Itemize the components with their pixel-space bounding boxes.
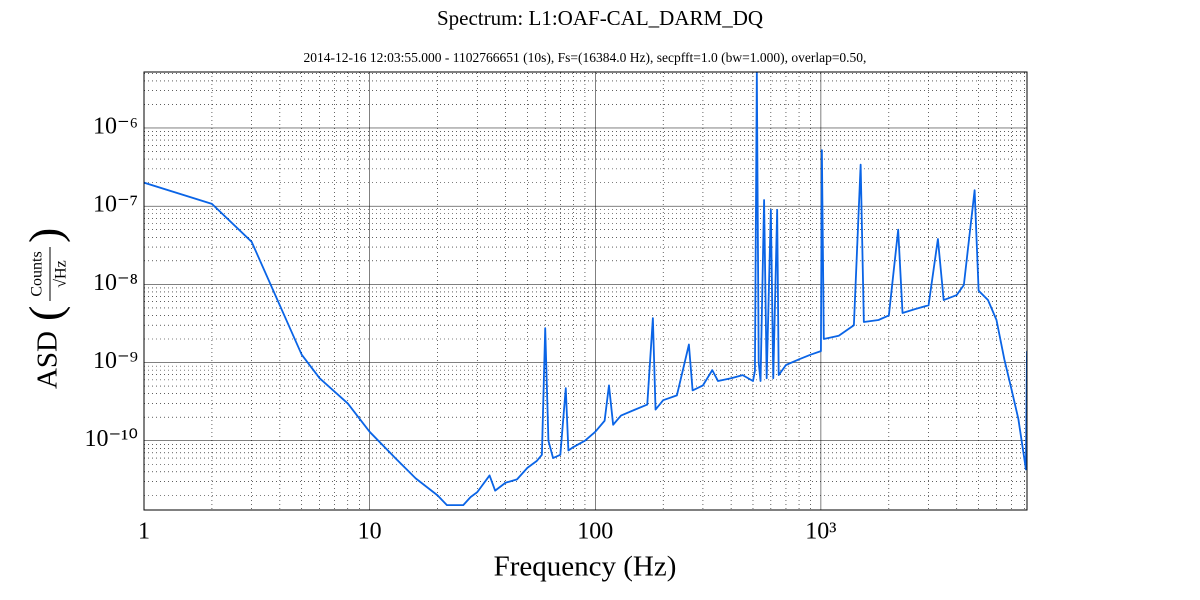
x-axis-label: Frequency (Hz) xyxy=(494,551,677,583)
y-tick-label: 10⁻⁷ xyxy=(93,192,138,218)
chart-subtitle: 2014-12-16 12:03:55.000 - 1102766651 (10… xyxy=(304,50,867,65)
paren: ) xyxy=(20,228,71,243)
y-axis-label: ASD ( Counts √Hz ) xyxy=(20,228,71,389)
y-unit-numerator: Counts xyxy=(29,251,46,296)
paren: ( xyxy=(20,306,71,321)
y-tick-label: 10⁻⁶ xyxy=(93,113,138,139)
y-unit-denominator: √Hz xyxy=(53,260,70,287)
y-axis-label-text: ASD xyxy=(32,331,64,389)
x-tick-label: 10³ xyxy=(805,519,836,545)
x-tick-label: 1 xyxy=(138,519,150,545)
y-tick-label: 10⁻⁸ xyxy=(93,270,138,296)
y-tick-label: 10⁻¹⁰ xyxy=(85,426,138,452)
plot-frame xyxy=(143,71,1028,511)
series-line xyxy=(144,72,1027,507)
x-tick-label: 100 xyxy=(577,519,613,545)
y-tick-label: 10⁻⁹ xyxy=(93,348,138,374)
chart-title: Spectrum: L1:OAF-CAL_DARM_DQ xyxy=(437,6,763,30)
x-tick-label: 10 xyxy=(358,519,382,545)
